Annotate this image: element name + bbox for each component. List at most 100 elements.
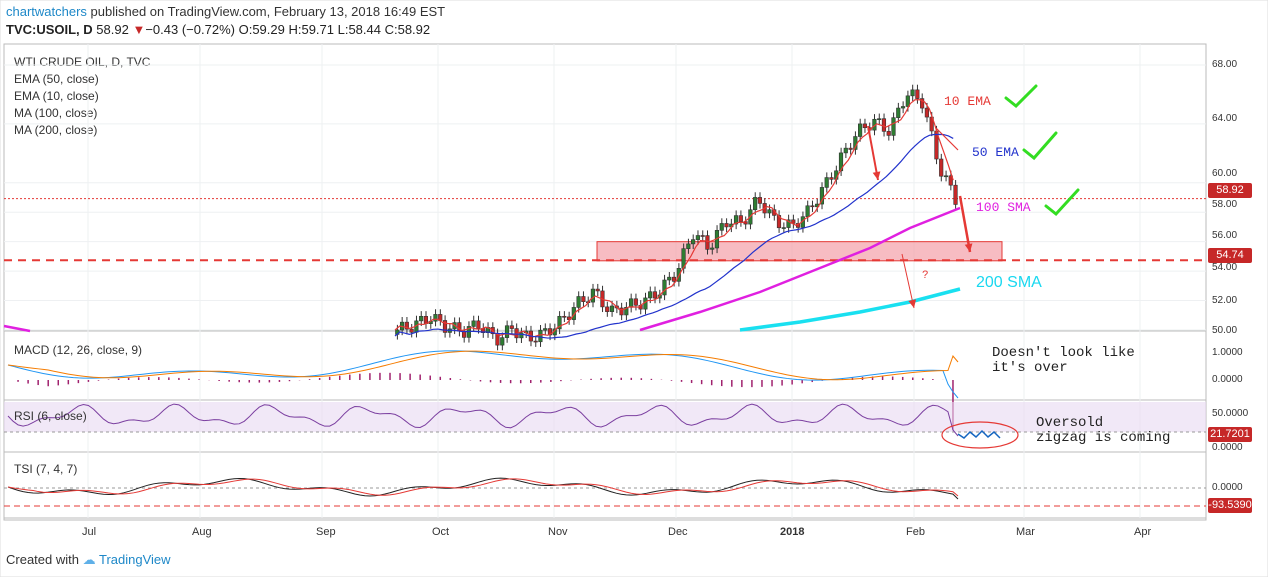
symbol[interactable]: TVC:USOIL, D [6, 22, 93, 37]
y-tick-68: 68.00 [1212, 59, 1238, 70]
candle [509, 325, 514, 329]
candle [843, 147, 848, 154]
candle [648, 291, 653, 299]
candle [476, 320, 481, 329]
candle [500, 337, 505, 346]
tradingview-cloud-icon: ☁ [82, 552, 96, 567]
last-price-tag: 58.92 [1208, 183, 1252, 198]
candle [695, 235, 700, 240]
rsi-title: RSI (6, close) [14, 409, 87, 423]
candle [471, 320, 476, 327]
candle [633, 298, 638, 306]
x-tick-dec: Dec [668, 526, 688, 538]
level-tag: 54.74 [1208, 248, 1252, 263]
candle [900, 106, 906, 109]
candle [943, 175, 949, 178]
candle [576, 296, 581, 308]
candle [519, 332, 524, 339]
signal-line [7, 350, 959, 381]
x-tick-feb: Feb [906, 526, 925, 538]
candle [724, 223, 729, 228]
drop-arrow-1-head [872, 171, 881, 180]
candle [667, 276, 672, 281]
candle [948, 175, 953, 186]
candle [543, 328, 548, 331]
candle [886, 131, 891, 136]
sma200-annotation: 200 SMA [976, 274, 1042, 291]
y-tick-60: 60.00 [1212, 168, 1238, 179]
candle [624, 306, 629, 316]
candle [877, 118, 882, 120]
rsi-note: Oversold zigzag is coming [1036, 415, 1171, 446]
candle [920, 98, 925, 109]
candle [819, 187, 825, 205]
candle [595, 288, 600, 292]
candle [910, 89, 915, 97]
macd-tick-0: 0.0000 [1212, 374, 1243, 385]
publish-info: published on TradingView.com, February 1… [86, 4, 446, 19]
sma100-annotation: 100 SMA [976, 200, 1031, 215]
pane-border [3, 451, 1207, 519]
oversold-ellipse [941, 421, 1019, 449]
ema50-annotation: 50 EMA [972, 145, 1019, 160]
drop-arrow-2-head [964, 243, 973, 252]
candle [571, 307, 576, 320]
rsi-tick-50: 50.0000 [1212, 408, 1249, 419]
candle [719, 223, 724, 231]
legend-ma200: MA (200, close) [14, 123, 98, 137]
candle [953, 184, 958, 205]
candle [533, 340, 538, 343]
candle [743, 221, 748, 225]
candle [858, 123, 863, 137]
x-tick-apr: Apr [1134, 526, 1152, 538]
tsi-title: TSI (7, 4, 7) [14, 462, 78, 476]
drop-arrow-question-head [908, 299, 917, 308]
candle [404, 321, 409, 330]
ema10-line [394, 99, 954, 338]
x-tick-2018: 2018 [780, 526, 805, 538]
x-tick-sep: Sep [316, 526, 336, 538]
check-icon [1022, 131, 1058, 161]
candle [924, 107, 929, 118]
x-tick-mar: Mar [1016, 526, 1035, 538]
candle [757, 197, 762, 204]
publish-header: chartwatchers published on TradingView.c… [6, 4, 445, 19]
tsi-line [7, 477, 959, 500]
candle [753, 197, 758, 211]
macd-title: MACD (12, 26, close, 9) [14, 343, 143, 357]
candle [628, 298, 634, 308]
y-tick-56: 56.00 [1212, 230, 1238, 241]
candle [939, 158, 944, 177]
candle [504, 325, 510, 338]
candle [662, 279, 667, 296]
candle [409, 328, 414, 333]
drop-arrow-2 [958, 195, 972, 253]
support-zone [596, 241, 1003, 262]
check-icon [1004, 84, 1038, 109]
candle [915, 89, 920, 99]
candle [619, 307, 624, 316]
candle [538, 329, 543, 343]
ema10-annotation: 10 EMA [944, 94, 991, 109]
candle [905, 95, 910, 107]
created-with: Created with [6, 552, 79, 567]
candle [848, 147, 853, 150]
author-link[interactable]: chartwatchers [6, 4, 87, 19]
candle [605, 306, 610, 312]
y-tick-50: 50.00 [1212, 325, 1238, 336]
tradingview-link[interactable]: TradingView [99, 552, 171, 567]
candle [423, 315, 428, 324]
last-price: 58.92 [96, 22, 129, 37]
x-tick-oct: Oct [432, 526, 450, 538]
candle [824, 177, 829, 188]
candle [691, 239, 696, 245]
macd-tick-1: 1.0000 [1212, 347, 1243, 358]
candle [781, 227, 786, 229]
candle [710, 247, 715, 250]
x-tick-nov: Nov [548, 526, 568, 538]
legend-ema50: EMA (50, close) [14, 72, 99, 86]
footer: Created with ☁ TradingView [6, 552, 171, 568]
drop-arrow-1 [867, 125, 879, 181]
